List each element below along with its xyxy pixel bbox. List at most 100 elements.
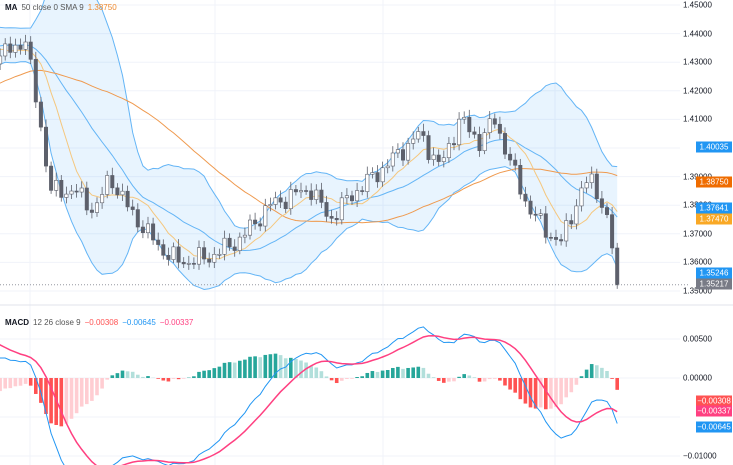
macd-histogram-bar: [238, 360, 242, 378]
candle-down: [18, 44, 23, 50]
price-tag: 1.38750: [696, 176, 732, 188]
candle-down: [467, 117, 472, 133]
candle-down: [202, 247, 207, 260]
macd-histogram-bar: [467, 375, 472, 378]
candle-down: [523, 193, 528, 202]
macd-histogram-bar: [508, 378, 512, 390]
macd-histogram-bar: [600, 367, 604, 378]
candle-up: [355, 190, 360, 202]
candle-up: [314, 189, 319, 200]
macd-histogram-bar: [436, 378, 441, 381]
macd-axis-label: 0.00500: [683, 334, 712, 344]
candle-down: [304, 190, 309, 192]
macd-histogram-bar: [79, 378, 84, 407]
candle-up: [120, 190, 125, 196]
candle-up: [390, 152, 395, 167]
macd-histogram-bar: [579, 376, 584, 378]
macd-histogram-bar: [615, 378, 619, 390]
candle-down: [130, 206, 135, 210]
macd-histogram-bar: [513, 378, 517, 393]
macd-legend: MACD 12 26 close 9 −0.00308 −0.00645 −0.0033…: [5, 318, 197, 327]
macd-histogram-bar: [197, 371, 201, 378]
candle-up: [411, 138, 416, 144]
candle-down: [334, 218, 339, 221]
macd-legend-params: 12 26 close 9: [33, 318, 81, 327]
bollinger-upper-line: [0, 0, 618, 229]
candle-up: [242, 234, 247, 238]
candle-up: [441, 157, 446, 162]
macd-histogram-bar: [166, 378, 171, 382]
candle-up: [431, 154, 436, 160]
candle-up: [380, 167, 385, 183]
candle-up: [0, 55, 3, 65]
candle-down: [293, 189, 298, 193]
candle-down: [604, 207, 609, 215]
candle-down: [110, 175, 115, 189]
macd-histogram-bar: [243, 359, 247, 378]
macd-histogram-bar: [69, 378, 74, 419]
macd-histogram-bar: [569, 378, 574, 393]
candle-up: [574, 205, 579, 225]
macd-histogram-bar: [391, 367, 395, 378]
price-axis-label: 1.43000: [683, 57, 712, 67]
ma50-line: [0, 69, 618, 224]
macd-histogram-bar: [0, 378, 2, 392]
candle-up: [482, 132, 487, 151]
signal-line: [0, 334, 618, 465]
candle-up: [171, 246, 176, 260]
macd-histogram-bar: [365, 372, 370, 378]
macd-histogram-bar: [192, 376, 196, 378]
candle-down: [543, 213, 548, 238]
macd-histogram-bar: [462, 374, 466, 378]
candle-down: [319, 189, 324, 203]
candle-up: [365, 173, 370, 192]
candle-down: [156, 239, 161, 245]
macd-histogram-bar: [340, 378, 344, 381]
macd-histogram-bar: [416, 366, 421, 378]
candle-down: [33, 59, 38, 103]
candle-up: [212, 254, 217, 263]
candle-down: [89, 209, 94, 213]
macd-histogram-bar: [523, 378, 528, 404]
macd-histogram-bar: [59, 378, 64, 427]
legend-indicator-name: MA: [5, 3, 18, 12]
candle-up: [23, 41, 28, 50]
price-tag: 1.35217: [696, 278, 732, 290]
macd-legend-name: MACD: [5, 318, 29, 327]
candle-down: [533, 213, 538, 216]
legend-params: 50 close 0 SMA 9: [21, 3, 84, 12]
macd-histogram-bar: [39, 378, 43, 403]
legend-value: 1.38750: [87, 3, 117, 12]
macd-histogram-bar: [283, 358, 288, 378]
candle-up: [248, 219, 253, 236]
macd-legend-hist: −0.00337: [159, 318, 194, 327]
candle-down: [421, 131, 426, 136]
candle-up: [406, 143, 411, 161]
macd-histogram-bar: [370, 371, 375, 378]
candle-up: [395, 149, 400, 154]
macd-histogram-bar: [146, 376, 150, 378]
macd-histogram-bar: [477, 378, 482, 382]
macd-histogram-bar: [171, 378, 176, 379]
candle-down: [508, 153, 513, 161]
candle-down: [176, 246, 181, 263]
price-axis-label: 1.41000: [683, 114, 712, 124]
candle-down: [528, 200, 533, 215]
price-axis-label: 1.44000: [683, 29, 712, 39]
candle-up: [589, 173, 594, 184]
candle-up: [564, 220, 569, 242]
candle-down: [28, 41, 33, 60]
price-axis-label: 1.45000: [683, 0, 712, 10]
macd-histogram-bar: [263, 354, 268, 378]
candle-up: [416, 131, 421, 140]
candle-down: [502, 133, 507, 155]
candle-down: [513, 159, 518, 166]
candle-down: [594, 173, 599, 200]
macd-histogram-bar: [350, 378, 354, 379]
macd-histogram-bar: [605, 370, 609, 378]
macd-histogram-bar: [125, 371, 130, 378]
macd-histogram-bar: [212, 368, 217, 378]
macd-histogram-bar: [493, 378, 497, 379]
